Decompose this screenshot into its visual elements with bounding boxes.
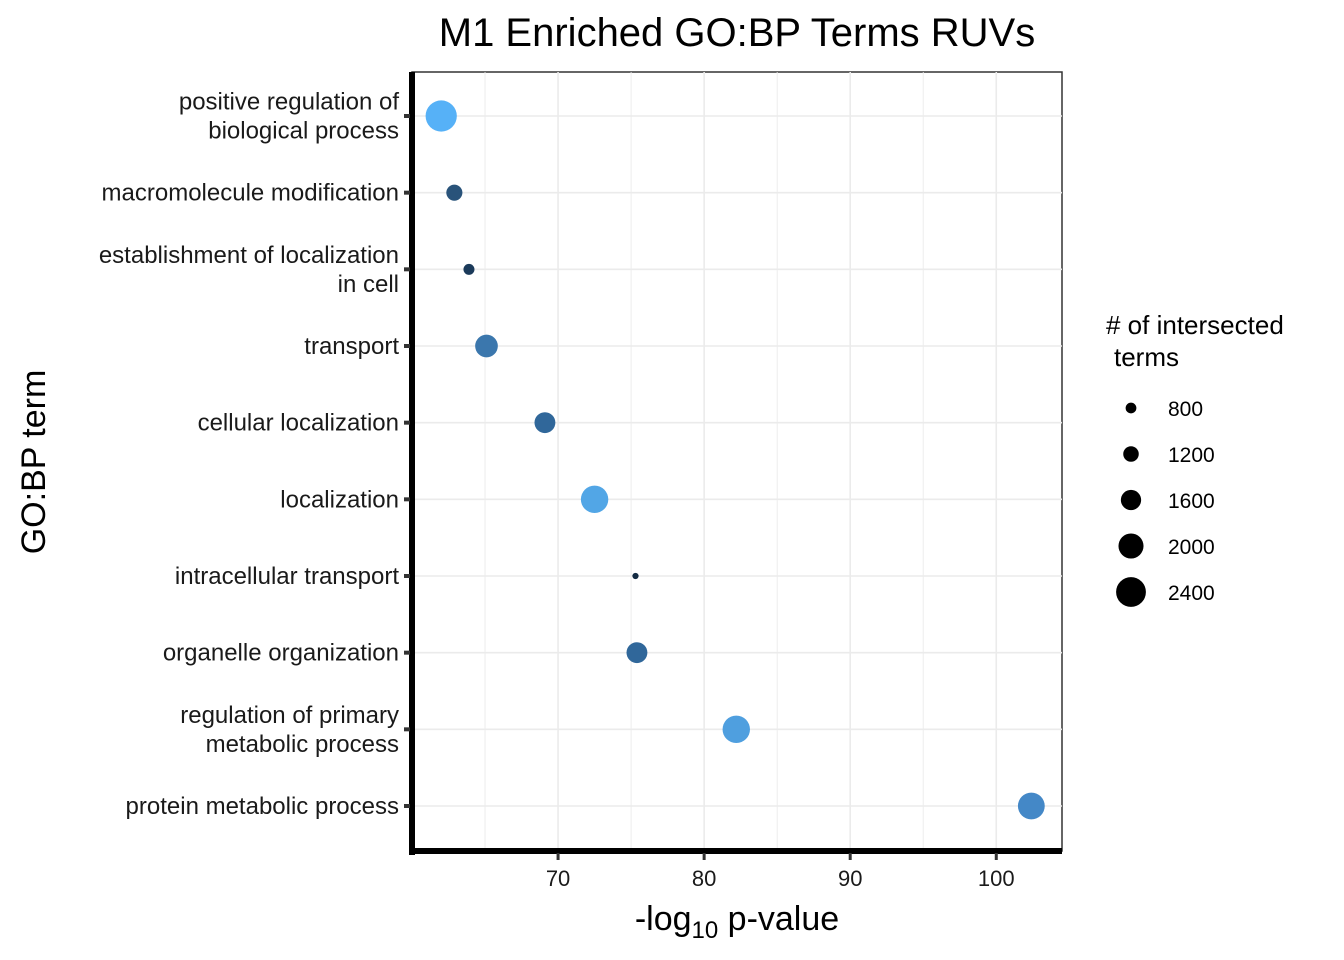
- legend-key-dot: [1118, 533, 1144, 559]
- x-tick-label: 90: [838, 866, 862, 891]
- data-point: [425, 100, 457, 132]
- data-point: [626, 642, 648, 664]
- x-axis-ticks: 70 80 90 100: [546, 853, 1015, 891]
- y-axis-title: GO:BP term: [15, 370, 53, 555]
- plot-panel: [409, 71, 1063, 855]
- y-tick-label: intracellular transport: [175, 563, 399, 590]
- data-point: [463, 263, 475, 275]
- data-point: [580, 485, 609, 514]
- y-tick-label: protein metabolic process: [126, 793, 399, 820]
- y-tick-label: regulation of primary: [180, 702, 399, 729]
- y-tick-label: cellular localization: [198, 410, 399, 437]
- y-tick-label: macromolecule modification: [102, 180, 399, 207]
- legend-keys: 800 1200 1600 2000 2400: [1116, 398, 1215, 607]
- data-point: [475, 334, 498, 358]
- legend-key-dot: [1116, 577, 1146, 607]
- y-tick-label: in cell: [338, 271, 399, 298]
- y-tick-label: positive regulation of: [179, 89, 399, 116]
- x-axis-title-main: -log: [635, 900, 692, 938]
- legend-key-label: 1600: [1168, 490, 1215, 513]
- chart-title: M1 Enriched GO:BP Terms RUVs: [439, 11, 1035, 55]
- x-tick-label: 100: [978, 866, 1015, 891]
- legend-key-dot: [1123, 446, 1139, 462]
- y-tick-label: transport: [304, 333, 399, 360]
- legend-key-label: 2000: [1168, 536, 1215, 559]
- y-tick-label: localization: [280, 486, 399, 513]
- x-axis-title-subscript: 10: [692, 917, 719, 944]
- data-point: [722, 715, 750, 744]
- legend-key-dot: [1120, 489, 1142, 511]
- data-point: [534, 412, 556, 434]
- x-tick-label: 80: [692, 866, 716, 891]
- y-tick-label: metabolic process: [206, 731, 399, 758]
- legend-title-line1: # of intersected: [1106, 310, 1284, 340]
- data-point: [446, 184, 463, 201]
- data-points: [425, 100, 1045, 820]
- x-axis-title: -log10 p-value: [635, 900, 839, 944]
- legend-key-dot: [1125, 402, 1137, 414]
- legend-title-line2: terms: [1114, 342, 1179, 372]
- x-axis-title-tail: p-value: [718, 900, 839, 938]
- y-tick-label: biological process: [208, 118, 399, 145]
- size-legend: # of intersected terms 800 1200 1600 2000 24…: [1106, 310, 1284, 607]
- legend-key-label: 2400: [1168, 582, 1215, 605]
- legend-key-label: 800: [1168, 398, 1203, 421]
- y-tick-label: establishment of localization: [99, 242, 399, 269]
- data-point: [632, 572, 639, 580]
- y-tick-label: organelle organization: [163, 640, 399, 667]
- legend-key-label: 1200: [1168, 444, 1215, 467]
- data-point: [1017, 792, 1045, 820]
- grid-lines: [412, 72, 1062, 851]
- x-tick-label: 70: [546, 866, 570, 891]
